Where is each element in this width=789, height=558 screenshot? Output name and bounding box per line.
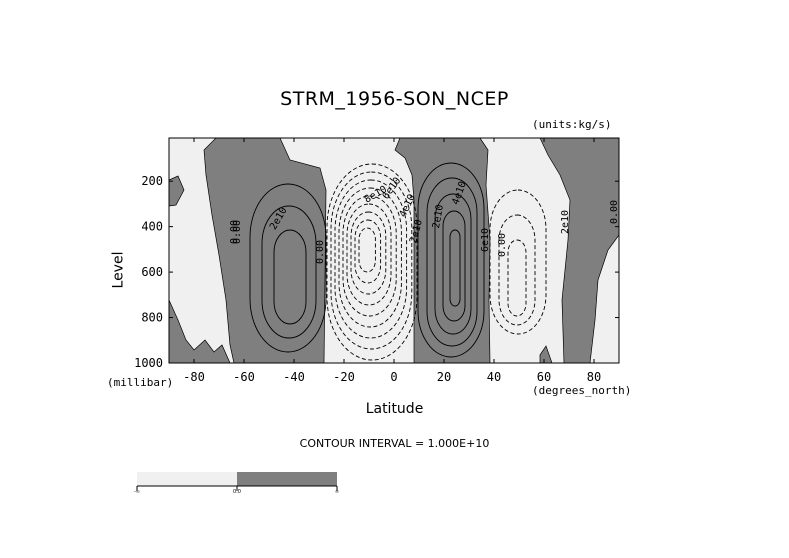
contour-south-3 [273,229,307,325]
contour-north-2 [498,214,536,326]
contour-tropical-2 [426,177,478,347]
contour-label: 2e10 [560,210,571,234]
contour-tropical-1 [417,162,485,358]
contour-label: 6e10 [480,228,491,252]
contour-negative-4 [338,187,402,328]
y-tick-label: 600 [141,265,163,279]
contour-negative-2 [330,171,413,350]
y-tick-label: 200 [141,174,163,188]
contour-north-3 [507,239,527,317]
colorbar-label: ∞ [335,489,339,495]
contour-south-2 [261,205,317,339]
contour-negative-1 [326,163,418,361]
contour-label: 0.00 [609,200,620,224]
contour-label: 0.00 [232,220,243,244]
x-tick-label: -80 [183,370,205,384]
x-tick-label: -60 [233,370,255,384]
positive-region-small [539,345,553,363]
contour-interval: CONTOUR INTERVAL = 1.000E+10 [299,437,490,450]
contour-label: 0.00 [497,233,508,257]
contour-north-1 [489,189,547,335]
colorbar-negative [137,472,237,486]
y-tick-label: 800 [141,311,163,325]
chart-title: STRM_1956-SON_NCEP [280,88,509,110]
x-tick-label: 0 [390,370,397,384]
contour-layer: 0.002e100.008e106e104e102e102e104e106e10… [169,138,620,363]
contour-south-1 [249,183,327,353]
contour-negative-7 [350,211,387,295]
plot-area: 0.002e100.008e106e104e102e102e104e106e10… [168,137,620,364]
x-tick-label: 80 [587,370,601,384]
contour-negative-9 [358,227,376,273]
x-axis-label: Latitude [365,401,424,417]
colorbar-positive [237,472,337,486]
x-tick-label: 60 [537,370,551,384]
contour-negative-3 [334,179,408,339]
colorbar: -∞ 0.0 ∞ [134,472,339,495]
y-tick-label: 400 [141,220,163,234]
contour-negative-6 [346,203,392,306]
units-label: (units:kg/s) [532,118,612,131]
colorbar-label: 0.0 [233,489,241,495]
colorbar-label: -∞ [134,489,140,495]
contour-tropical-3 [434,193,472,335]
x-tick-label: 20 [437,370,451,384]
axis-ticks: -80 -60 -40 -20 0 20 40 60 80 200 400 600 800 1000 [134,138,619,384]
positive-region-tropical [394,138,491,363]
contour-label: 2e10 [431,204,446,230]
contour-label: 0.00 [315,240,326,264]
contour-tropical-5 [449,229,461,307]
positive-region-south [203,138,327,363]
x-axis-unit: (degrees_north) [532,384,632,397]
x-tick-label: -40 [283,370,305,384]
x-tick-label: -20 [333,370,355,384]
contour-negative-8 [354,219,382,284]
contour-negative-5 [342,195,397,317]
contour-tropical-4 [442,210,466,322]
y-tick-label: 1000 [134,356,163,370]
positive-region-polar-upper [169,175,185,207]
x-tick-label: 40 [487,370,501,384]
contour-label: 0.00 [229,220,240,244]
y-axis-unit: (millibar) [107,376,174,389]
positive-region-north [539,138,619,363]
positive-region-polar-lower [169,299,231,363]
